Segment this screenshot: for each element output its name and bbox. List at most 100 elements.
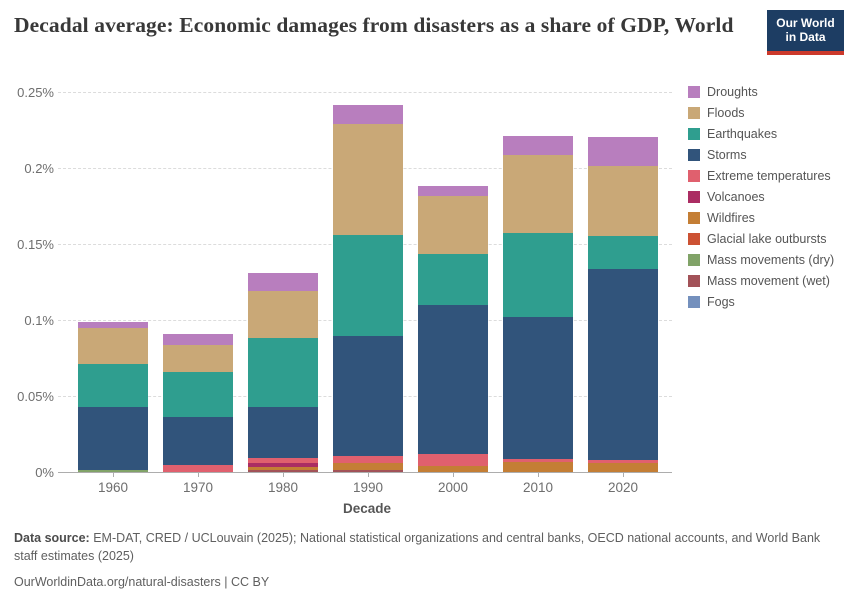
x-tick-mark <box>113 472 114 477</box>
bar-segment-storms[interactable] <box>163 417 233 465</box>
y-tick-label: 0% <box>35 464 54 480</box>
bar-segment-floods[interactable] <box>248 291 318 339</box>
legend-swatch <box>688 191 700 204</box>
bar-segment-earthquakes[interactable] <box>588 235 658 269</box>
bar-segment-earthquakes[interactable] <box>503 232 573 318</box>
bar-segment-storms[interactable] <box>333 335 403 456</box>
x-tick-label: 1970 <box>182 480 214 495</box>
legend-label: Earthquakes <box>707 127 778 141</box>
legend-swatch <box>688 212 700 225</box>
legend-swatch <box>688 149 700 162</box>
bar-segment-storms[interactable] <box>503 317 573 460</box>
legend-swatch <box>688 254 700 267</box>
bar-segment-earthquakes[interactable] <box>248 338 318 408</box>
y-tick-label: 0.1% <box>24 312 54 328</box>
legend-item-earthquakes[interactable]: Earthquakes <box>688 128 834 141</box>
footer: Data source: EM-DAT, CRED / UCLouvain (2… <box>14 529 836 591</box>
bar-segment-storms[interactable] <box>78 406 148 470</box>
x-tick-label: 2000 <box>437 480 469 495</box>
legend-item-glacial-lake-outbursts[interactable]: Glacial lake outbursts <box>688 233 834 246</box>
legend: Droughts Floods Earthquakes Storms Extreme t… <box>688 86 834 309</box>
legend-label: Floods <box>707 106 745 120</box>
legend-item-mass-movement-wet[interactable]: Mass movement (wet) <box>688 275 834 288</box>
x-axis-line <box>58 472 672 473</box>
legend-item-volcanoes[interactable]: Volcanoes <box>688 191 834 204</box>
bar-segment-storms[interactable] <box>418 305 488 455</box>
bar-segment-droughts[interactable] <box>333 104 403 125</box>
legend-item-storms[interactable]: Storms <box>688 149 834 162</box>
bar-segment-wildfires[interactable] <box>588 462 658 472</box>
data-source-line: Data source: EM-DAT, CRED / UCLouvain (2… <box>14 529 836 565</box>
gridline <box>58 92 672 93</box>
y-tick-label: 0.25% <box>17 84 54 100</box>
bar-segment-wildfires[interactable] <box>503 461 573 472</box>
bar-segment-earthquakes[interactable] <box>163 372 233 418</box>
legend-label: Extreme temperatures <box>707 169 831 183</box>
bar-segment-extreme-temperatures[interactable] <box>248 458 318 464</box>
y-tick-label: 0.05% <box>17 388 54 404</box>
bar-segment-earthquakes[interactable] <box>78 363 148 407</box>
bar-segment-floods[interactable] <box>333 124 403 236</box>
bar-segment-mass-movements-dry[interactable] <box>78 470 148 472</box>
legend-swatch <box>688 107 700 120</box>
bar-segment-floods[interactable] <box>418 195 488 255</box>
bar-segment-extreme-temperatures[interactable] <box>503 459 573 462</box>
owid-logo[interactable]: Our World in Data <box>767 10 844 55</box>
legend-label: Fogs <box>707 295 735 309</box>
bar-segment-droughts[interactable] <box>163 333 233 345</box>
data-source-label: Data source: <box>14 531 90 545</box>
bar-segment-earthquakes[interactable] <box>418 254 488 306</box>
legend-swatch <box>688 170 700 183</box>
bar-segment-droughts[interactable] <box>418 185 488 196</box>
bar-segment-extreme-temperatures[interactable] <box>333 455 403 464</box>
legend-swatch <box>688 128 700 141</box>
bar-segment-earthquakes[interactable] <box>333 235 403 336</box>
bar-segment-droughts[interactable] <box>78 321 148 328</box>
legend-item-wildfires[interactable]: Wildfires <box>688 212 834 225</box>
legend-item-fogs[interactable]: Fogs <box>688 296 834 309</box>
bar-segment-storms[interactable] <box>248 407 318 459</box>
x-tick-mark <box>368 472 369 477</box>
legend-item-extreme-temperatures[interactable]: Extreme temperatures <box>688 170 834 183</box>
legend-item-droughts[interactable]: Droughts <box>688 86 834 99</box>
bar-segment-droughts[interactable] <box>588 137 658 166</box>
x-tick-label: 1980 <box>267 480 299 495</box>
bar-segment-storms[interactable] <box>588 268 658 460</box>
legend-label: Mass movements (dry) <box>707 253 835 267</box>
legend-swatch <box>688 86 700 99</box>
bar-segment-wildfires[interactable] <box>418 465 488 472</box>
x-axis-title: Decade <box>342 501 392 516</box>
legend-label: Wildfires <box>707 211 755 225</box>
x-tick-label: 2020 <box>607 480 639 495</box>
bar-segment-mass-movement-wet[interactable] <box>333 470 403 472</box>
footer-citation: OurWorldinData.org/natural-disasters | C… <box>14 575 270 590</box>
x-tick-mark <box>453 472 454 477</box>
bar-segment-wildfires[interactable] <box>333 463 403 471</box>
legend-swatch <box>688 275 700 288</box>
bar-segment-volcanoes[interactable] <box>248 463 318 467</box>
legend-item-mass-movements-dry[interactable]: Mass movements (dry) <box>688 254 834 267</box>
bar-segment-mass-movement-wet[interactable] <box>248 469 318 472</box>
legend-label: Volcanoes <box>707 190 765 204</box>
bar-segment-floods[interactable] <box>78 327 148 364</box>
bar-segment-floods[interactable] <box>503 154 573 233</box>
legend-label: Mass movement (wet) <box>707 274 830 288</box>
bar-segment-droughts[interactable] <box>503 135 573 155</box>
y-tick-label: 0.2% <box>24 160 54 176</box>
bar-segment-floods[interactable] <box>163 344 233 373</box>
bar-segment-extreme-temperatures[interactable] <box>588 459 658 463</box>
legend-swatch <box>688 296 700 309</box>
bar-segment-floods[interactable] <box>588 166 658 236</box>
x-tick-mark <box>198 472 199 477</box>
y-tick-label: 0.15% <box>17 236 54 252</box>
bar-segment-wildfires[interactable] <box>248 466 318 470</box>
x-tick-mark <box>623 472 624 477</box>
x-tick-mark <box>283 472 284 477</box>
owid-logo-line1: Our World <box>776 15 835 30</box>
bar-segment-extreme-temperatures[interactable] <box>163 465 233 472</box>
bar-segment-extreme-temperatures[interactable] <box>418 454 488 466</box>
bar-segment-droughts[interactable] <box>248 272 318 292</box>
legend-item-floods[interactable]: Floods <box>688 107 834 120</box>
legend-label: Storms <box>707 148 747 162</box>
